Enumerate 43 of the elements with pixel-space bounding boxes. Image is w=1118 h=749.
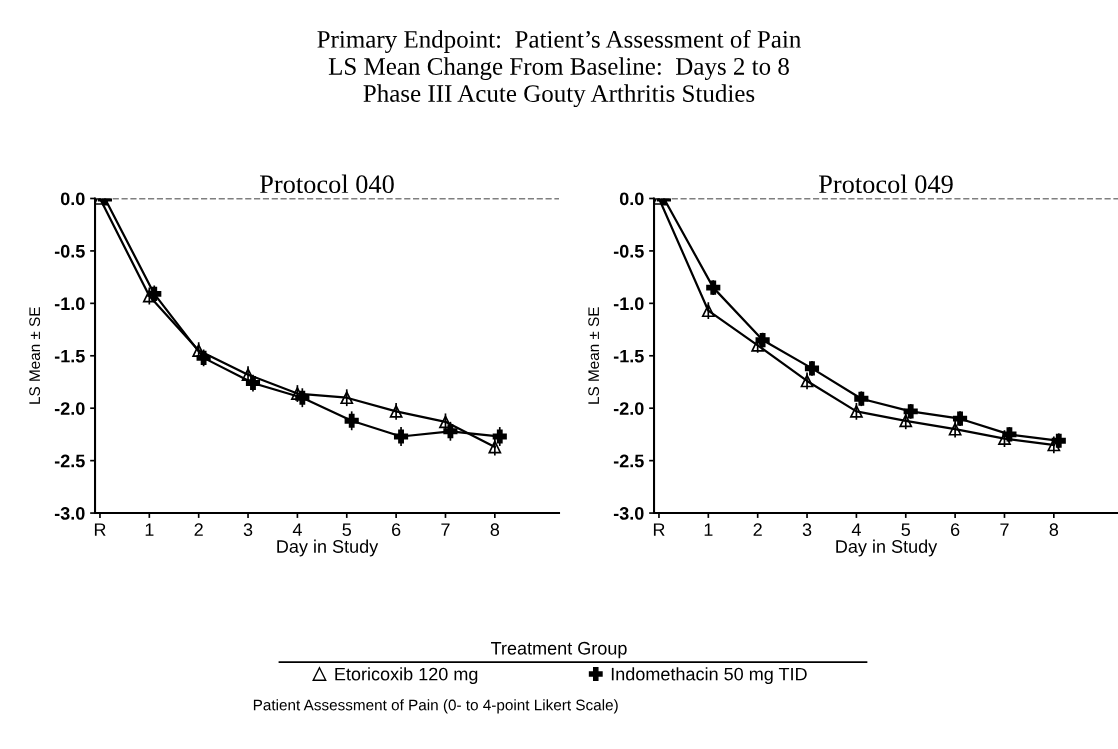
text: Primary Endpoint: Patient’s Assessment of Pain LS Mean Change From Baseline: Days 2 to 8 Phase III Acute Gouty Arthritis Studies	[317, 29, 801, 108]
x-tick-label: 1	[704, 523, 713, 536]
y-axis-title: LS Mean ± SE	[588, 307, 600, 404]
legend-label: Etoricoxib 120 mg	[335, 667, 478, 685]
chart-title: Protocol 040	[259, 174, 394, 194]
x-tick-label: 8	[1049, 523, 1059, 537]
y-tick-label: -1.0	[613, 297, 644, 311]
y-tick-label: -3.0	[54, 507, 85, 520]
x-tick-label: 2	[753, 523, 762, 536]
x-tick-label: 5	[342, 523, 352, 537]
text: Patient Assessment of Pain (0- to 4-point Likert Scale)	[253, 699, 618, 714]
x-tick-label: 7	[441, 523, 450, 536]
x-tick-label: 4	[851, 523, 861, 536]
x-tick-label: R	[94, 523, 106, 536]
y-tick-label: 0.0	[60, 192, 85, 206]
x-tick-label: R	[653, 523, 665, 536]
x-tick-label: 7	[1000, 523, 1009, 536]
y-tick-label: -2.0	[613, 402, 644, 415]
y-tick-label: -1.5	[613, 349, 644, 363]
x-tick-label: 6	[392, 523, 401, 537]
chart-title: Protocol 049	[818, 174, 953, 194]
x-tick-label: 4	[292, 523, 302, 536]
x-tick-label: 6	[951, 523, 960, 537]
y-tick-label: -2.5	[54, 454, 85, 468]
y-tick-label: -1.5	[54, 349, 85, 363]
x-tick-label: 1	[145, 523, 154, 536]
x-tick-label: 3	[243, 523, 253, 537]
x-tick-label: 5	[901, 523, 911, 537]
x-tick-label: 3	[802, 523, 812, 537]
x-tick-label: 8	[490, 523, 500, 537]
x-tick-label: 2	[194, 523, 203, 536]
y-tick-label: -2.0	[54, 402, 85, 415]
y-axis-title: LS Mean ± SE	[29, 307, 41, 404]
y-tick-label: -2.5	[613, 454, 644, 468]
legend-title: Treatment Group	[491, 641, 627, 659]
y-tick-label: -3.0	[613, 507, 644, 520]
y-tick-label: 0.0	[619, 192, 644, 206]
y-tick-label: -1.0	[54, 297, 85, 311]
legend-label: Indomethacin 50 mg TID	[611, 667, 807, 685]
y-tick-label: -0.5	[613, 244, 644, 258]
x-axis-title: Day in Study	[277, 539, 379, 557]
x-axis-title: Day in Study	[836, 539, 938, 557]
y-tick-label: -0.5	[54, 244, 85, 258]
